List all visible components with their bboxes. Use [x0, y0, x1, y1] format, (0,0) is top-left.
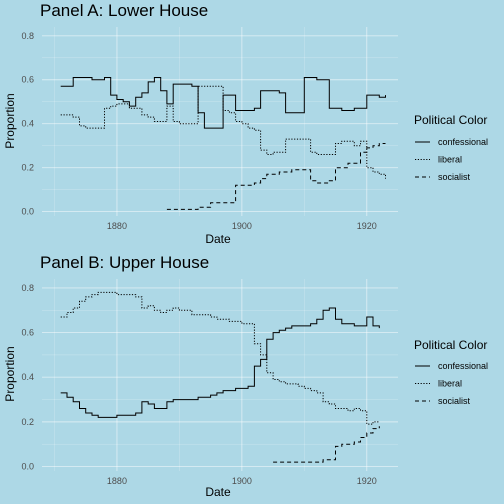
- panel-b-y-tick-label: 0.6: [21, 328, 34, 338]
- panel-b-x-tick-label: 1900: [232, 476, 252, 486]
- panel-a: Panel A: Lower House 0.0 0.2 0.4 0.6 0.8 1880…: [3, 1, 488, 246]
- panel-b-y-tick-label: 0.8: [21, 283, 34, 293]
- panel-a-y-axis-label: Proportion: [3, 93, 17, 148]
- panel-b-legend: Political Color confessional liberal socia…: [414, 338, 488, 406]
- panel-a-legend: Political Color confessional liberal socia…: [414, 113, 488, 182]
- panel-b-legend-label-confessional: confessional: [438, 361, 488, 371]
- panel-a-x-tick-label: 1880: [107, 221, 127, 231]
- panel-a-plot-area: 0.0 0.2 0.4 0.6 0.8 1880 1900 1920: [21, 27, 398, 231]
- panel-b-series-liberal-line: [60, 291, 380, 425]
- panel-a-y-tick-label: 0.6: [21, 75, 34, 85]
- panel-b-x-tick-label: 1880: [107, 476, 127, 486]
- panel-b-y-axis-label: Proportion: [3, 346, 17, 401]
- panel-a-y-tick-label: 0.2: [21, 163, 34, 173]
- panel-b-legend-title: Political Color: [414, 338, 487, 352]
- panel-a-series-socialist-line: [166, 143, 386, 210]
- panel-b-series-socialist-line: [273, 426, 380, 463]
- panel-a-title: Panel A: Lower House: [40, 1, 208, 20]
- panel-b-legend-label-liberal: liberal: [438, 379, 462, 389]
- panel-a-legend-label-liberal: liberal: [438, 155, 462, 165]
- panel-b-y-tick-label: 0.0: [21, 462, 34, 472]
- panel-b: Panel B: Upper House 0.0 0.2 0.4 0.6 0.8 1880…: [3, 253, 488, 499]
- panel-a-series-confessional-line: [60, 77, 386, 129]
- panel-b-series-confessional-line: [60, 307, 380, 418]
- panel-a-y-tick-label: 0.0: [21, 207, 34, 217]
- panel-b-title: Panel B: Upper House: [40, 253, 209, 272]
- panel-a-legend-label-socialist: socialist: [438, 172, 471, 182]
- panel-a-y-tick-label: 0.4: [21, 119, 34, 129]
- panel-a-legend-title: Political Color: [414, 113, 487, 127]
- panel-a-x-axis-label: Date: [205, 232, 231, 246]
- panel-b-y-tick-label: 0.2: [21, 417, 34, 427]
- panel-a-y-tick-label: 0.8: [21, 31, 34, 41]
- panel-b-y-tick-label: 0.4: [21, 372, 34, 382]
- panel-a-x-tick-label: 1900: [232, 221, 252, 231]
- panel-b-x-axis-label: Date: [205, 485, 231, 499]
- panel-b-plot-area: 0.0 0.2 0.4 0.6 0.8 1880 1900 1920: [21, 279, 398, 486]
- panel-b-legend-label-socialist: socialist: [438, 396, 471, 406]
- panel-a-legend-label-confessional: confessional: [438, 137, 488, 147]
- panel-a-x-tick-label: 1920: [357, 221, 377, 231]
- panel-b-x-tick-label: 1920: [357, 476, 377, 486]
